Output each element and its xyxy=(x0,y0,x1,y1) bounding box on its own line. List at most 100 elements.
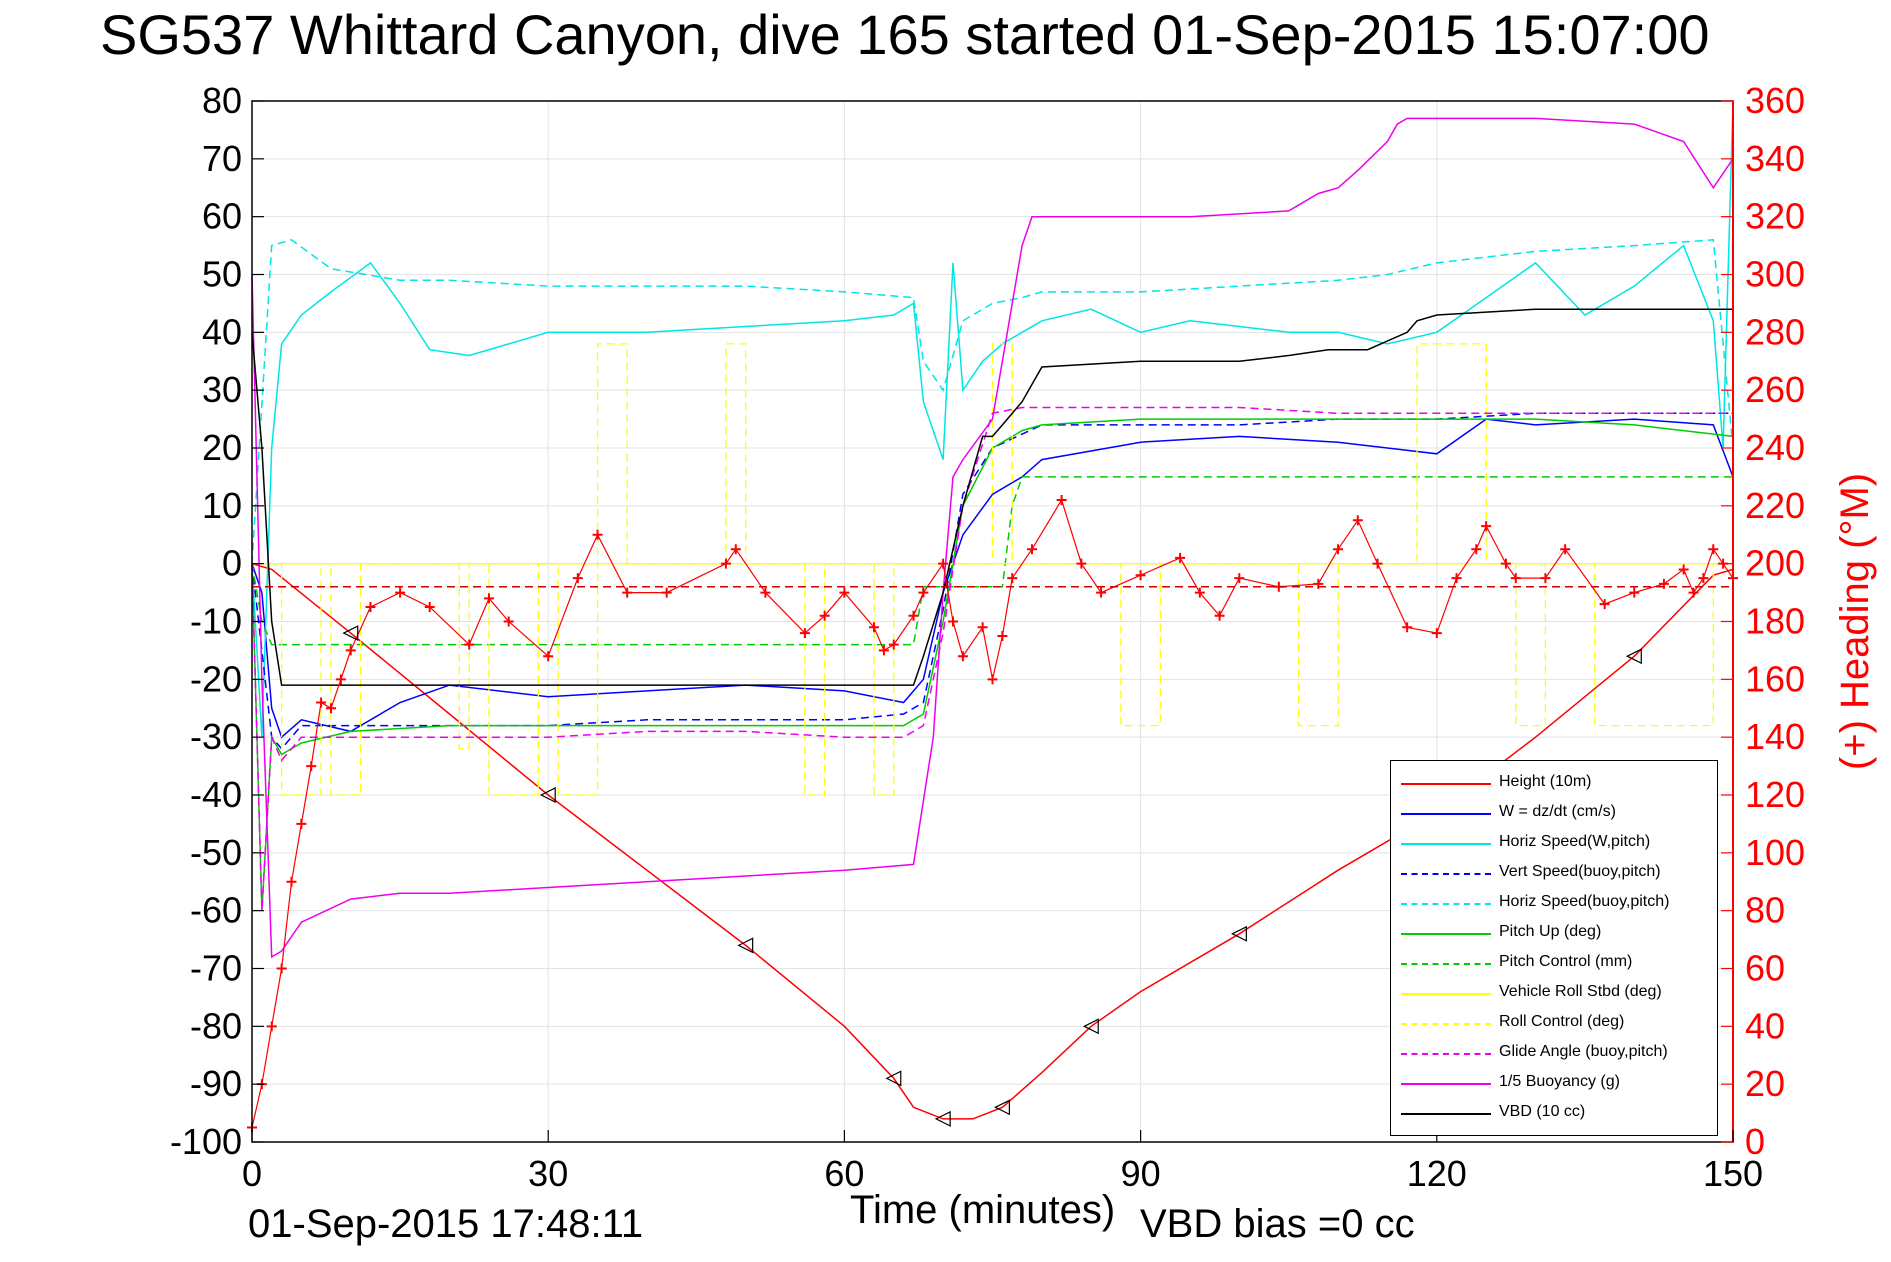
y-tick-label: -100 xyxy=(170,1121,242,1162)
heading-point xyxy=(1599,599,1610,610)
series-line-heading xyxy=(251,498,1734,1128)
y-tick-label: -50 xyxy=(190,832,242,873)
legend-label: Horiz Speed(W,pitch) xyxy=(1499,833,1651,850)
heading-point xyxy=(1560,544,1571,555)
heading-point xyxy=(987,674,998,685)
legend-swatch xyxy=(1401,993,1491,995)
heading-point xyxy=(908,610,919,621)
y2-tick-label: 180 xyxy=(1745,601,1805,642)
heading-point xyxy=(918,587,929,598)
heading-point xyxy=(1194,587,1205,598)
y-tick-label: -60 xyxy=(190,890,242,931)
height-marker xyxy=(1625,648,1642,665)
heading-point xyxy=(1135,570,1146,581)
series-line-10 xyxy=(251,117,1734,959)
heading-point xyxy=(799,628,810,639)
y2-tick-label: 260 xyxy=(1745,369,1805,410)
y-tick-label: -70 xyxy=(190,948,242,989)
y-tick-label: -10 xyxy=(190,601,242,642)
y2-tick-label: 200 xyxy=(1745,543,1805,584)
legend-item: Roll Control (deg) xyxy=(1391,1009,1717,1037)
series-line-4 xyxy=(251,238,1734,564)
y2-tick-label: 140 xyxy=(1745,716,1805,757)
x-tick-label: 0 xyxy=(242,1153,262,1194)
series-line-11 xyxy=(251,308,1733,686)
heading-point xyxy=(869,622,880,633)
heading-point xyxy=(1007,573,1018,584)
legend-swatch xyxy=(1401,873,1491,875)
heading-point xyxy=(1451,573,1462,584)
series-line-5 xyxy=(251,418,1734,911)
legend-item: W = dz/dt (cm/s) xyxy=(1391,799,1717,827)
legend-label: Height (10m) xyxy=(1499,773,1592,790)
legend-label: Horiz Speed(buoy,pitch) xyxy=(1499,893,1670,910)
y2-tick-label: 20 xyxy=(1745,1063,1785,1104)
heading-point xyxy=(1500,558,1511,569)
heading-point xyxy=(1234,573,1245,584)
heading-point xyxy=(306,761,317,772)
x-tick-label: 60 xyxy=(824,1153,864,1194)
heading-point xyxy=(1510,573,1521,584)
heading-point xyxy=(1333,544,1344,555)
heading-point xyxy=(1688,587,1699,598)
chart-title: SG537 Whittard Canyon, dive 165 started … xyxy=(100,3,1710,66)
heading-point xyxy=(1352,515,1363,526)
heading-point xyxy=(464,639,475,650)
chart-legend: Height (10m) W = dz/dt (cm/s) Horiz Speed(… xyxy=(1390,760,1718,1136)
legend-swatch xyxy=(1401,1023,1491,1025)
legend-label: VBD (10 cc) xyxy=(1499,1103,1586,1120)
heading-point xyxy=(1629,587,1640,598)
x-tick-label: 30 xyxy=(528,1153,568,1194)
y-tick-label: 50 xyxy=(202,254,242,295)
y2-tick-label: 220 xyxy=(1745,485,1805,526)
heading-point xyxy=(345,645,356,656)
legend-item: Horiz Speed(W,pitch) xyxy=(1391,829,1717,857)
height-marker xyxy=(737,937,754,954)
x-tick-label: 150 xyxy=(1703,1153,1763,1194)
y-tick-label: -90 xyxy=(190,1063,242,1104)
heading-point xyxy=(325,703,336,714)
heading-point xyxy=(957,651,968,662)
y2-tick-label: 160 xyxy=(1745,658,1805,699)
y-tick-label: 70 xyxy=(202,138,242,179)
legend-swatch xyxy=(1401,813,1491,815)
x-axis-label: Time (minutes) xyxy=(850,1188,1116,1232)
plot-timestamp: 01-Sep-2015 17:48:11 xyxy=(248,1202,644,1246)
y2-tick-label: 0 xyxy=(1745,1121,1765,1162)
y-tick-label: -40 xyxy=(190,774,242,815)
legend-label: Vert Speed(buoy,pitch) xyxy=(1499,863,1661,880)
y-tick-label: -30 xyxy=(190,716,242,757)
y2-tick-label: 100 xyxy=(1745,832,1805,873)
heading-point xyxy=(1026,544,1037,555)
heading-point xyxy=(938,558,949,569)
heading-point xyxy=(424,602,435,613)
y2-tick-label: 320 xyxy=(1745,196,1805,237)
series-line-2 xyxy=(251,100,1734,738)
height-marker xyxy=(1230,925,1247,942)
heading-point xyxy=(395,587,406,598)
legend-label: Roll Control (deg) xyxy=(1499,1013,1625,1030)
heading-point xyxy=(997,630,1008,641)
heading-point xyxy=(316,697,327,708)
heading-point xyxy=(572,573,583,584)
vbd-bias-note: VBD bias =0 cc xyxy=(1140,1202,1415,1246)
y2-tick-label: 40 xyxy=(1745,1005,1785,1046)
y2-tick-label: 340 xyxy=(1745,138,1805,179)
series-line-8 xyxy=(252,343,1733,796)
y2-tick-label: 280 xyxy=(1745,311,1805,352)
heading-point xyxy=(1096,587,1107,598)
heading-point xyxy=(543,651,554,662)
y2-tick-label: 360 xyxy=(1745,80,1805,121)
heading-point xyxy=(839,587,850,598)
x-tick-label: 120 xyxy=(1407,1153,1467,1194)
heading-point xyxy=(1175,552,1186,563)
height-marker xyxy=(342,625,359,642)
legend-swatch xyxy=(1401,783,1491,785)
y-tick-label: 60 xyxy=(202,196,242,237)
height-marker xyxy=(885,1070,902,1087)
y-tick-label: 0 xyxy=(222,543,242,584)
y-tick-label: 30 xyxy=(202,369,242,410)
height-marker xyxy=(1082,1018,1099,1035)
legend-swatch xyxy=(1401,1083,1491,1085)
